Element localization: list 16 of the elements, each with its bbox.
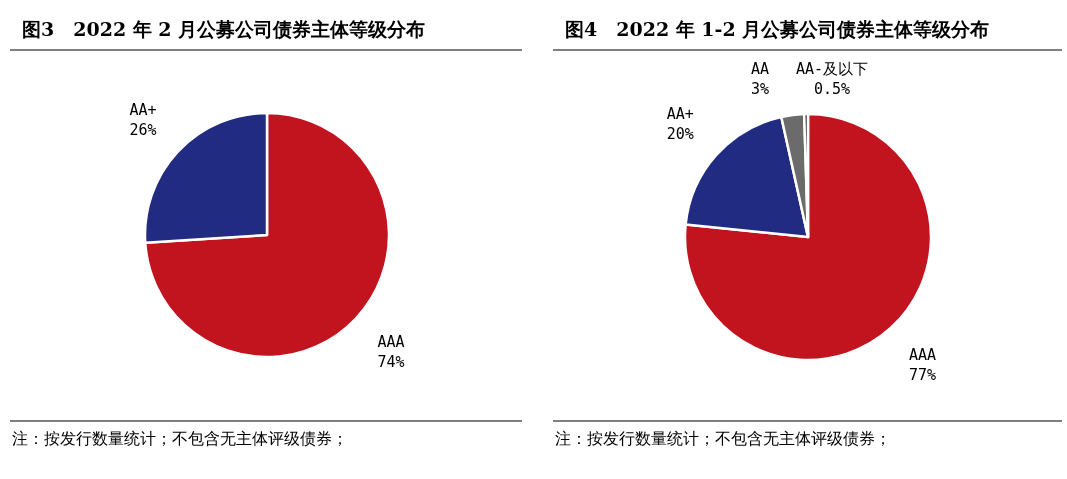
slice-label: AAA xyxy=(377,333,405,352)
data-label: 74% xyxy=(377,353,405,372)
data-label: 20% xyxy=(666,125,694,144)
text: 注：按发行数量统计；不包含无主体评级债券； xyxy=(555,429,891,448)
slice-label: AA xyxy=(750,60,770,78)
data-label: 0.5% xyxy=(813,80,851,98)
data-label: 77% xyxy=(909,365,937,384)
slice-label: AAA xyxy=(909,345,937,364)
slice-label: AA-及以下 xyxy=(795,60,869,78)
data-label: 26% xyxy=(129,120,157,139)
chart-title: 图4 2022 年 1-2 月公募公司债券主体等级分布 xyxy=(565,18,990,40)
slice-label: AA+ xyxy=(129,100,157,119)
chart-title: 图3 2022 年 2 月公募公司债券主体等级分布 xyxy=(22,18,426,40)
data-label: 3% xyxy=(750,80,770,98)
text: 注：按发行数量统计；不包含无主体评级债券； xyxy=(12,429,348,448)
slice-label: AA+ xyxy=(666,105,694,124)
